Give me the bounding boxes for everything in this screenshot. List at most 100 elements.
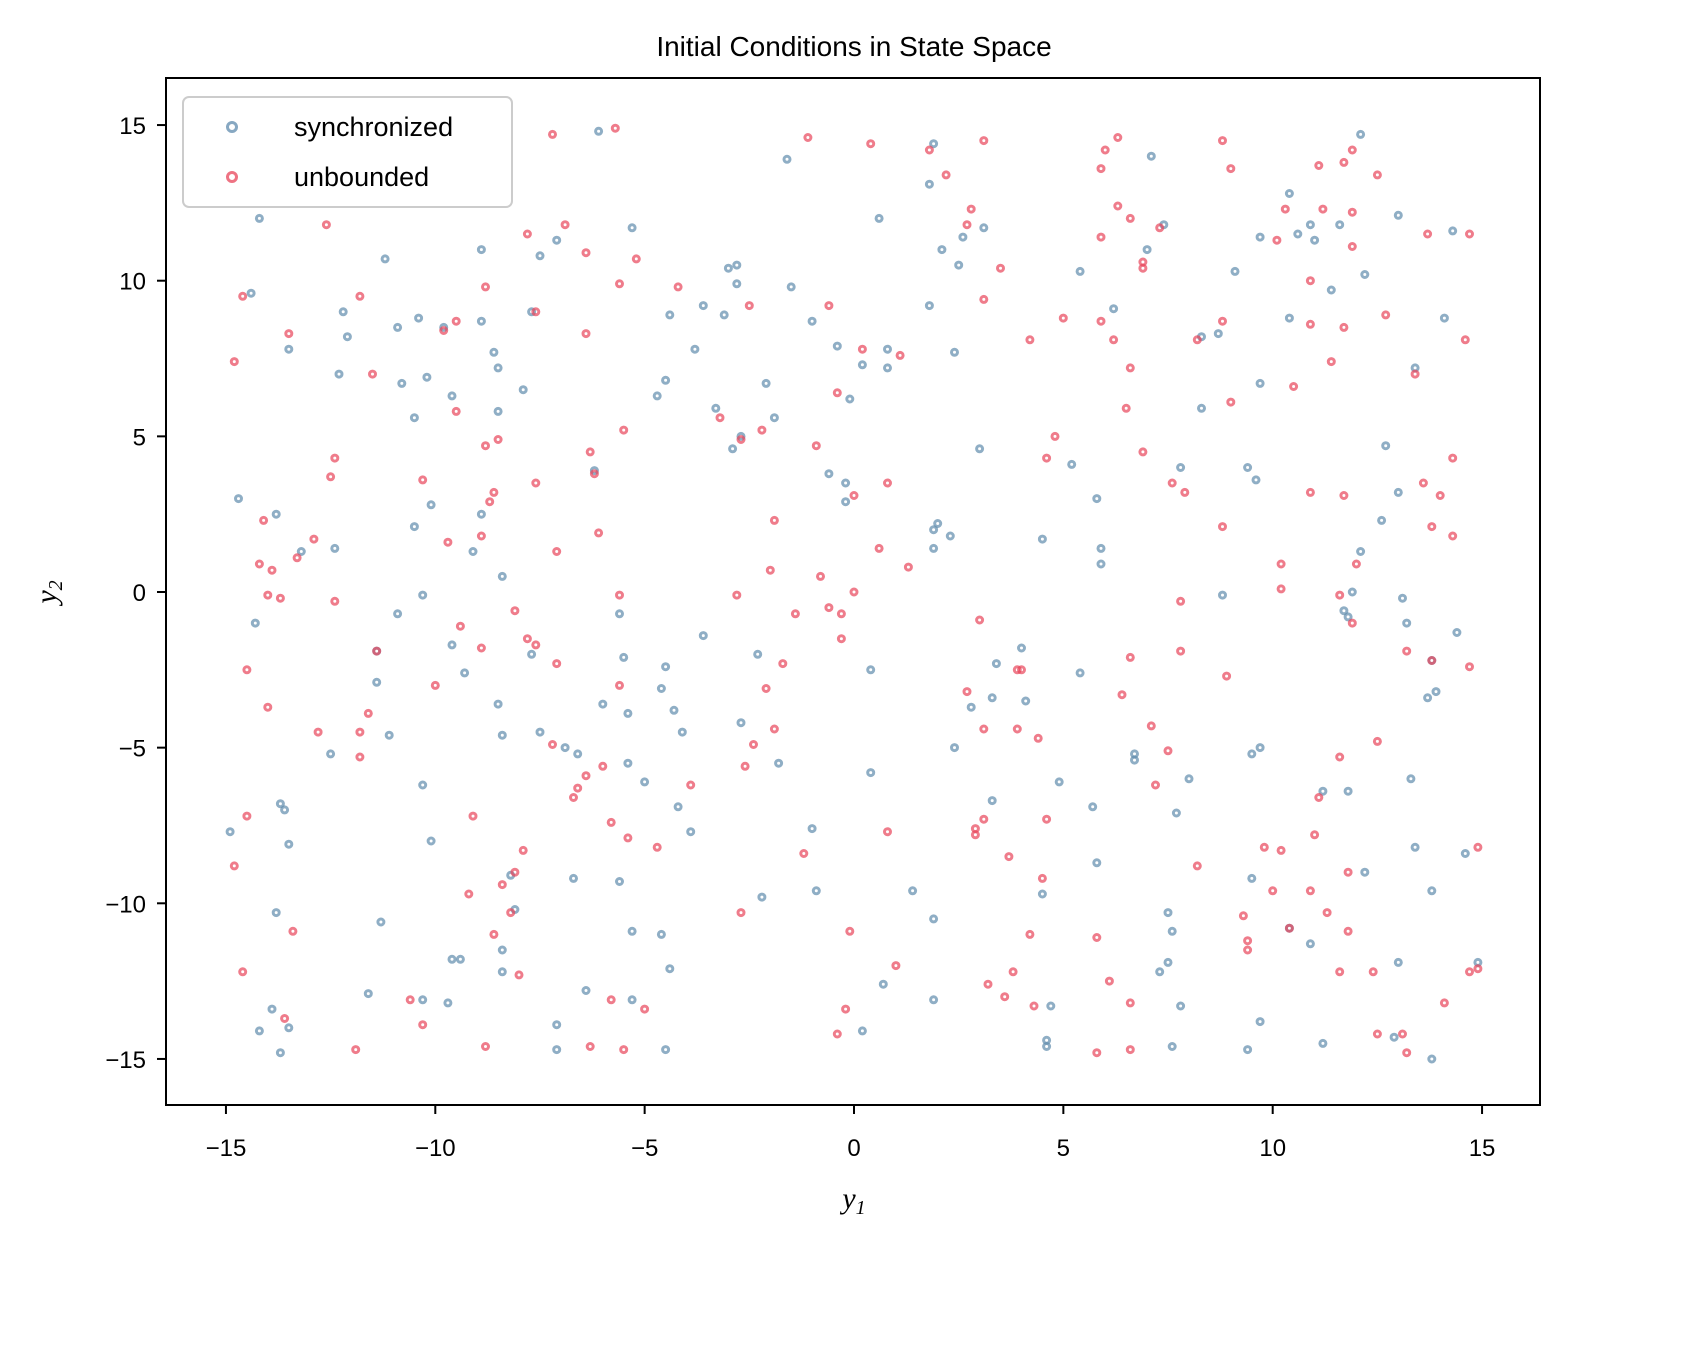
data-point xyxy=(1347,587,1357,597)
data-point xyxy=(1305,220,1315,230)
data-point xyxy=(1247,873,1257,883)
data-point xyxy=(987,693,997,703)
data-point xyxy=(1372,170,1382,180)
data-point xyxy=(1088,802,1098,812)
data-point xyxy=(531,478,541,488)
data-point xyxy=(1130,755,1139,765)
data-point xyxy=(355,291,365,301)
data-point xyxy=(330,453,340,463)
data-point xyxy=(1272,235,1282,245)
data-point xyxy=(615,590,624,600)
data-point xyxy=(811,886,821,896)
data-point xyxy=(924,145,934,155)
data-point xyxy=(996,263,1005,273)
data-point xyxy=(1000,992,1010,1002)
data-point xyxy=(824,469,834,479)
data-point xyxy=(497,880,507,890)
data-point xyxy=(1343,926,1353,936)
data-point xyxy=(481,441,490,451)
data-point xyxy=(1075,266,1085,276)
data-point xyxy=(1054,777,1064,787)
series-synchronized xyxy=(225,126,1483,1064)
data-point xyxy=(1146,151,1156,161)
data-point xyxy=(732,279,742,289)
data-point xyxy=(1025,929,1035,939)
data-point xyxy=(836,609,846,619)
data-point xyxy=(615,680,624,690)
data-point xyxy=(225,827,235,837)
data-point xyxy=(669,705,679,715)
data-point xyxy=(380,254,390,264)
data-point xyxy=(966,204,976,214)
data-point xyxy=(1305,939,1315,949)
data-point xyxy=(296,547,306,556)
data-point xyxy=(1381,441,1391,451)
data-point xyxy=(376,917,386,927)
data-point xyxy=(1356,547,1366,556)
data-point xyxy=(665,964,675,974)
data-point xyxy=(1473,842,1483,852)
data-point xyxy=(414,313,424,323)
data-point xyxy=(418,1020,428,1030)
data-point xyxy=(619,652,629,662)
data-point xyxy=(1410,842,1420,852)
data-point xyxy=(1289,382,1299,391)
data-point xyxy=(263,702,273,712)
data-point xyxy=(782,154,792,164)
data-point xyxy=(1142,245,1152,255)
data-point xyxy=(975,615,985,625)
data-point xyxy=(883,363,892,373)
data-point xyxy=(736,908,746,918)
data-point xyxy=(698,631,708,641)
data-point xyxy=(284,839,294,849)
data-point xyxy=(979,294,989,304)
data-point xyxy=(656,929,666,939)
data-point xyxy=(1305,319,1315,329)
data-point xyxy=(1318,1038,1328,1048)
data-point xyxy=(824,301,834,311)
data-point xyxy=(1293,229,1303,239)
y-tick-label: 15 xyxy=(119,113,146,140)
data-point xyxy=(849,491,859,500)
data-point xyxy=(627,926,637,936)
data-point xyxy=(1255,378,1265,388)
data-point xyxy=(1402,646,1412,656)
data-point xyxy=(874,213,884,223)
data-point xyxy=(1255,743,1265,753)
data-point xyxy=(903,562,913,572)
y-axis: −15 −10 −5 0 5 10 15 xyxy=(105,113,166,1074)
data-point xyxy=(1335,967,1345,977)
data-point xyxy=(493,699,503,709)
data-point xyxy=(1243,945,1253,955)
data-point xyxy=(573,783,583,793)
data-point xyxy=(1104,976,1114,986)
data-point xyxy=(476,531,486,541)
data-point xyxy=(883,478,892,488)
data-point xyxy=(409,522,419,532)
data-point xyxy=(1318,204,1328,214)
data-point xyxy=(1113,133,1123,142)
data-point xyxy=(1368,967,1378,977)
data-point xyxy=(355,727,365,737)
data-point xyxy=(878,979,888,989)
data-point xyxy=(330,596,340,606)
data-point xyxy=(1259,842,1269,852)
x-tick-label: 10 xyxy=(1259,1135,1286,1162)
data-point xyxy=(661,1045,671,1055)
data-point xyxy=(1276,559,1286,569)
data-point xyxy=(489,347,499,357)
data-point xyxy=(522,634,532,644)
data-point xyxy=(640,777,650,787)
data-point xyxy=(418,590,428,600)
data-point xyxy=(263,590,273,600)
data-point xyxy=(1017,643,1026,653)
data-point xyxy=(330,543,340,553)
data-point xyxy=(1339,606,1349,616)
data-point xyxy=(439,326,449,335)
data-point xyxy=(970,824,980,834)
data-point xyxy=(397,378,407,388)
legend-item-synchronized: synchronized xyxy=(226,112,453,142)
data-point xyxy=(1427,886,1437,896)
data-point xyxy=(778,659,788,669)
data-point xyxy=(623,708,633,718)
